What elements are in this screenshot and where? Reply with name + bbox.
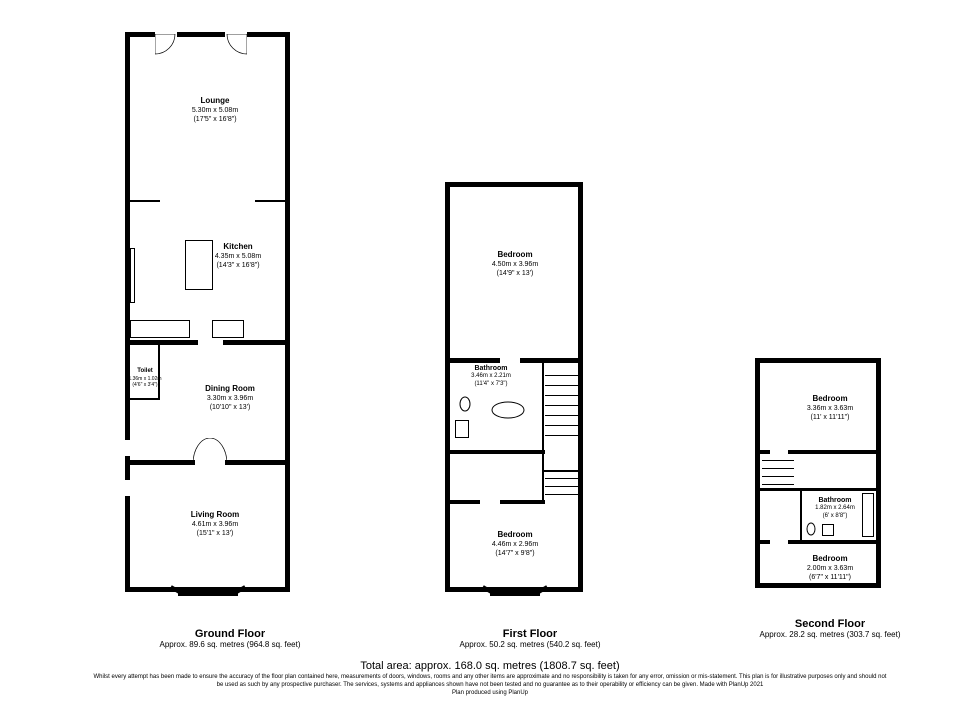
lounge-label: Lounge 5.30m x 5.08m (17'5" x 16'8") <box>175 96 255 125</box>
bedroom2-label: Bedroom 4.46m x 2.96m (14'7" x 9'8") <box>475 530 555 559</box>
total-area: Total area: approx. 168.0 sq. metres (18… <box>0 660 980 672</box>
disclaimer: Whilst every attempt has been made to en… <box>90 674 890 697</box>
dining-label: Dining Room 3.30m x 3.96m (10'10" x 13') <box>190 384 270 413</box>
bedroom3-label: Bedroom 3.36m x 3.63m (11' x 11'11") <box>790 394 870 423</box>
bedroom4-label: Bedroom 2.00m x 3.63m (6'7" x 11'11") <box>790 554 870 583</box>
ground-floor-title: Ground Floor Approx. 89.6 sq. metres (96… <box>140 628 320 649</box>
toilet-label: Toilet 1.36m x 1.02m (4'6" x 3'4") <box>126 368 164 389</box>
second-floor-title: Second Floor Approx. 28.2 sq. metres (30… <box>750 618 910 639</box>
first-floor-title: First Floor Approx. 50.2 sq. metres (540… <box>450 628 610 649</box>
kitchen-label: Kitchen 4.35m x 5.08m (14'3" x 16'8") <box>198 242 278 271</box>
bathroom2-label: Bathroom 1.82m x 2.64m (6' x 8'8") <box>800 496 870 521</box>
bedroom1-label: Bedroom 4.50m x 3.96m (14'9" x 13') <box>475 250 555 279</box>
living-label: Living Room 4.61m x 3.96m (15'1" x 13') <box>175 510 255 539</box>
bathroom1-label: Bathroom 3.46m x 2.21m (11'4" x 7'3") <box>456 364 526 389</box>
